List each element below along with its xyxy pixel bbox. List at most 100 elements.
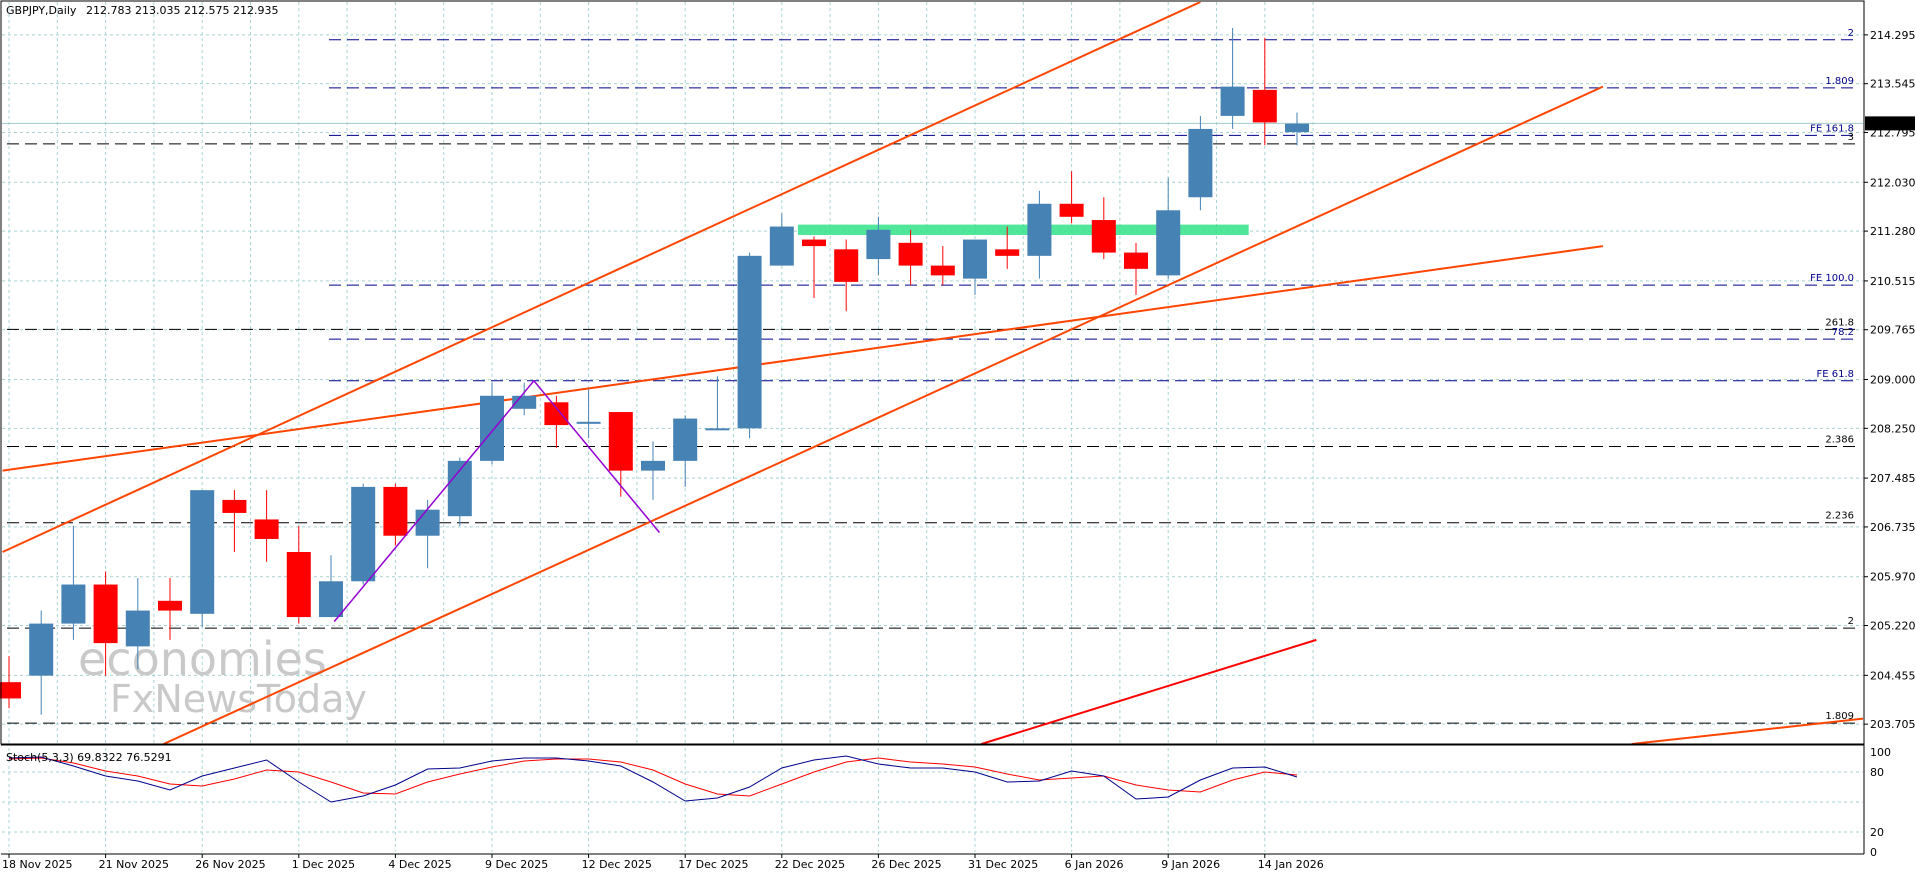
candle-body xyxy=(351,486,376,582)
date-tick-label: 9 Jan 2026 xyxy=(1161,858,1220,871)
date-tick-label: 26 Dec 2025 xyxy=(871,858,941,871)
candle xyxy=(319,555,343,618)
candle xyxy=(61,525,86,640)
fib-level-label: 78.2 xyxy=(1832,327,1854,338)
candle-body xyxy=(769,226,794,266)
candle xyxy=(222,490,247,552)
date-tick-label: 6 Jan 2026 xyxy=(1065,858,1124,871)
candle-body xyxy=(29,623,54,676)
candle-body xyxy=(1091,220,1116,253)
stochastic-panel xyxy=(8,755,1298,803)
candle xyxy=(866,216,891,276)
date-tick-label: 21 Nov 2025 xyxy=(99,858,169,871)
support-zone xyxy=(797,224,1249,236)
fib-level-label: FE 100.0 xyxy=(1810,273,1854,284)
price-tick-label: 205.220 xyxy=(1870,620,1916,633)
candle xyxy=(351,483,376,585)
candle xyxy=(93,571,118,676)
price-tick-label: 213.545 xyxy=(1870,78,1916,91)
candle-body xyxy=(383,486,408,536)
date-tick-label: 4 Dec 2025 xyxy=(388,858,451,871)
candle-body xyxy=(415,509,440,536)
candle xyxy=(1027,190,1052,279)
price-tick-label: 205.970 xyxy=(1870,571,1916,584)
price-tick-label: 209.765 xyxy=(1870,324,1916,337)
candle-body xyxy=(1059,203,1084,217)
current-price-label: 212.935 xyxy=(1868,117,1914,130)
candle xyxy=(930,246,955,286)
candle xyxy=(190,490,215,627)
fibonacci-levels: 2 1.809 FE 161.83 FE 100.0 261.878.2 FE 61.8 2… xyxy=(7,28,1858,724)
price-tick-label: 209.000 xyxy=(1870,374,1916,387)
stoch-signal-line xyxy=(8,757,1298,797)
stoch-label: Stoch(5,3,3) 69.8322 76.5291 xyxy=(6,751,172,764)
candle-body xyxy=(1220,86,1245,116)
date-tick-label: 18 Nov 2025 xyxy=(2,858,72,871)
candle-body xyxy=(608,412,633,471)
date-tick-label: 1 Dec 2025 xyxy=(292,858,355,871)
candle-body xyxy=(930,265,955,276)
price-tick-label: 214.295 xyxy=(1870,29,1916,42)
fib-level-label: 261.8 xyxy=(1825,317,1854,328)
candle xyxy=(576,389,601,439)
stoch-main-line xyxy=(8,755,1298,803)
candle-body xyxy=(61,584,86,624)
trendline xyxy=(2,245,1604,472)
watermark-line2: FxNewsToday xyxy=(110,677,367,721)
candle xyxy=(158,578,182,640)
candle-body xyxy=(705,428,730,431)
candles xyxy=(0,28,1309,715)
fib-level-label: FE 61.8 xyxy=(1816,369,1854,380)
date-tick-label: 22 Dec 2025 xyxy=(775,858,845,871)
stoch-tick-label: 20 xyxy=(1870,826,1884,839)
candle-body xyxy=(286,551,311,618)
price-tick-label: 203.705 xyxy=(1870,718,1916,731)
candle xyxy=(125,578,150,670)
stoch-tick-label: 100 xyxy=(1870,746,1891,759)
watermark-line1: economies xyxy=(78,632,327,686)
candle-body xyxy=(1285,123,1309,133)
candle xyxy=(0,656,21,709)
candle-body xyxy=(898,242,923,266)
fib-level-label: 1.809 xyxy=(1825,711,1854,722)
chart-symbol: GBPJPY,Daily xyxy=(6,4,77,17)
candle-body xyxy=(190,490,215,614)
price-tick-label: 206.735 xyxy=(1870,521,1916,534)
candle xyxy=(898,229,923,286)
main-frame xyxy=(0,0,1865,745)
candle xyxy=(1188,115,1213,211)
trendlines xyxy=(2,2,1863,744)
fib-level-label: 2.236 xyxy=(1825,511,1854,522)
candle-body xyxy=(480,395,504,461)
date-tick-label: 14 Jan 2026 xyxy=(1258,858,1324,871)
candle xyxy=(254,490,279,562)
price-tick-label: 211.280 xyxy=(1870,225,1916,238)
candle-body xyxy=(254,519,279,539)
candle-body xyxy=(0,682,21,699)
date-tick-label: 12 Dec 2025 xyxy=(582,858,652,871)
candle xyxy=(673,415,698,487)
candle-body xyxy=(319,581,343,618)
candle-body xyxy=(1188,128,1213,198)
candle xyxy=(415,499,440,569)
chart-ohlc: 212.783 213.035 212.575 212.935 xyxy=(86,4,278,17)
candle xyxy=(286,525,311,624)
price-tick-label: 204.455 xyxy=(1870,669,1916,682)
candle xyxy=(1220,28,1245,129)
trendline xyxy=(163,85,1604,744)
candle-body xyxy=(834,249,859,282)
candle-body xyxy=(93,584,118,644)
candle-body xyxy=(1156,210,1181,276)
support-zone-band xyxy=(797,224,1249,236)
candle xyxy=(1124,242,1148,295)
date-tick-label: 31 Dec 2025 xyxy=(968,858,1038,871)
candle-body xyxy=(866,229,891,260)
candle xyxy=(769,213,794,266)
candle-body xyxy=(576,421,601,424)
zigzag-pattern xyxy=(333,379,661,623)
candle-body xyxy=(641,460,665,471)
candle xyxy=(995,226,1020,269)
zigzag-line xyxy=(333,379,661,623)
